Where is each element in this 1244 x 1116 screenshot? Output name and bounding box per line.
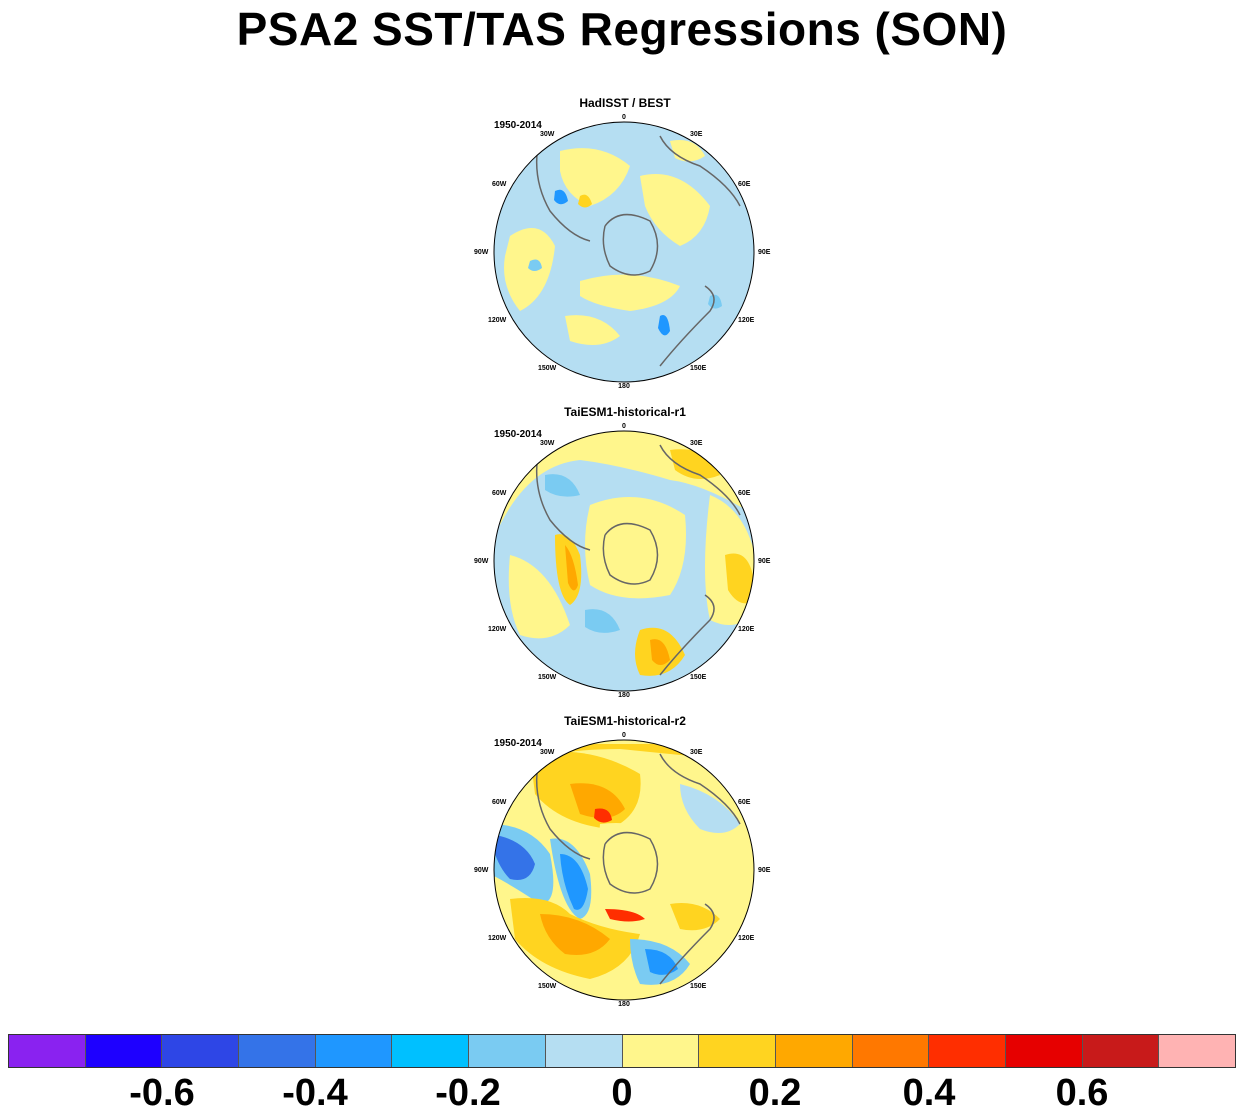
- lon-label-60w: 60W: [492, 799, 507, 806]
- lon-label-180: 180: [618, 383, 630, 390]
- lon-label-0: 0: [622, 423, 626, 430]
- lon-label-150e: 150E: [690, 983, 707, 990]
- lon-label-180: 180: [618, 1001, 630, 1008]
- lon-label-90e: 90E: [758, 558, 771, 565]
- lon-label-0: 0: [622, 114, 626, 121]
- map-panel-2: TaiESM1-historical-r1 1950-2014 0 30E 60…: [470, 405, 780, 705]
- lon-label-60e: 60E: [738, 490, 751, 497]
- colorbar-label: 0.2: [748, 1072, 802, 1114]
- lon-label-120w: 120W: [488, 626, 507, 633]
- figure-title: PSA2 SST/TAS Regressions (SON): [236, 3, 1008, 55]
- lon-label-30w: 30W: [540, 131, 555, 138]
- polar-map: 0 30E 60E 90E 120E 150E 180 150W 120W 90…: [474, 732, 771, 1008]
- lon-label-0: 0: [622, 732, 626, 739]
- panel-title: TaiESM1-historical-r1: [564, 405, 686, 419]
- colorbar-label: -0.2: [435, 1072, 501, 1114]
- lon-label-90w: 90W: [474, 249, 489, 256]
- lon-label-150w: 150W: [538, 983, 557, 990]
- lon-label-120w: 120W: [488, 317, 507, 324]
- map-panel-1: HadISST / BEST 1950-2014 0 30E 60E 90E 1…: [470, 96, 780, 396]
- lon-label-120e: 120E: [738, 317, 755, 324]
- map-border: [493, 121, 755, 383]
- lon-label-180: 180: [618, 692, 630, 699]
- colorbar-label: 0.6: [1055, 1072, 1109, 1114]
- colorbar-swatch: [545, 1035, 623, 1067]
- colorbar-swatch: [1159, 1035, 1235, 1067]
- colorbar-swatch: [1082, 1035, 1160, 1067]
- lon-label-120e: 120E: [738, 935, 755, 942]
- colorbar-swatch: [852, 1035, 930, 1067]
- lon-label-90e: 90E: [758, 249, 771, 256]
- colorbar-swatch: [622, 1035, 700, 1067]
- lon-label-30e: 30E: [690, 440, 703, 447]
- panel-period: 1950-2014: [494, 738, 542, 749]
- lon-label-90w: 90W: [474, 558, 489, 565]
- colorbar-swatch: [85, 1035, 163, 1067]
- colorbar-swatch: [775, 1035, 853, 1067]
- panel-title: TaiESM1-historical-r2: [564, 714, 686, 728]
- lon-label-60w: 60W: [492, 490, 507, 497]
- colorbar-swatch: [1005, 1035, 1083, 1067]
- colorbar-label: 0.4: [902, 1072, 956, 1114]
- colorbar-swatch: [162, 1035, 240, 1067]
- colorbar-swatch: [392, 1035, 470, 1067]
- lon-label-150e: 150E: [690, 365, 707, 372]
- colorbar-label: -0.6: [129, 1072, 195, 1114]
- colorbar-swatch: [315, 1035, 393, 1067]
- lon-label-90e: 90E: [758, 867, 771, 874]
- map-border: [493, 430, 755, 692]
- lon-label-120e: 120E: [738, 626, 755, 633]
- lon-label-150e: 150E: [690, 674, 707, 681]
- colorbar-swatch: [9, 1035, 86, 1067]
- map-border: [493, 739, 755, 1001]
- panel-period: 1950-2014: [494, 429, 542, 440]
- lon-label-30w: 30W: [540, 749, 555, 756]
- panel-title: HadISST / BEST: [579, 96, 671, 110]
- colorbar-swatch: [469, 1035, 546, 1067]
- lon-label-60w: 60W: [492, 181, 507, 188]
- lon-label-60e: 60E: [738, 181, 751, 188]
- polar-map: 0 30E 60E 90E 120E 150E 180 150W 120W 90…: [474, 423, 771, 699]
- lon-label-150w: 150W: [538, 365, 557, 372]
- lon-label-30w: 30W: [540, 440, 555, 447]
- lon-label-120w: 120W: [488, 935, 507, 942]
- colorbar-swatch: [929, 1035, 1006, 1067]
- lon-label-30e: 30E: [690, 749, 703, 756]
- lon-label-90w: 90W: [474, 867, 489, 874]
- colorbar-swatch: [239, 1035, 316, 1067]
- lon-label-30e: 30E: [690, 131, 703, 138]
- lon-label-60e: 60E: [738, 799, 751, 806]
- colorbar-swatch: [699, 1035, 776, 1067]
- colorbar-label: 0: [611, 1072, 633, 1114]
- map-panel-3: TaiESM1-historical-r2 1950-2014 0 30E 6: [470, 714, 780, 1014]
- polar-map: 0 30E 60E 90E 120E 150E 180 150W 120W 90…: [474, 114, 771, 390]
- colorbar-label: -0.4: [282, 1072, 348, 1114]
- colorbar: [8, 1034, 1236, 1068]
- panel-period: 1950-2014: [494, 120, 542, 131]
- lon-label-150w: 150W: [538, 674, 557, 681]
